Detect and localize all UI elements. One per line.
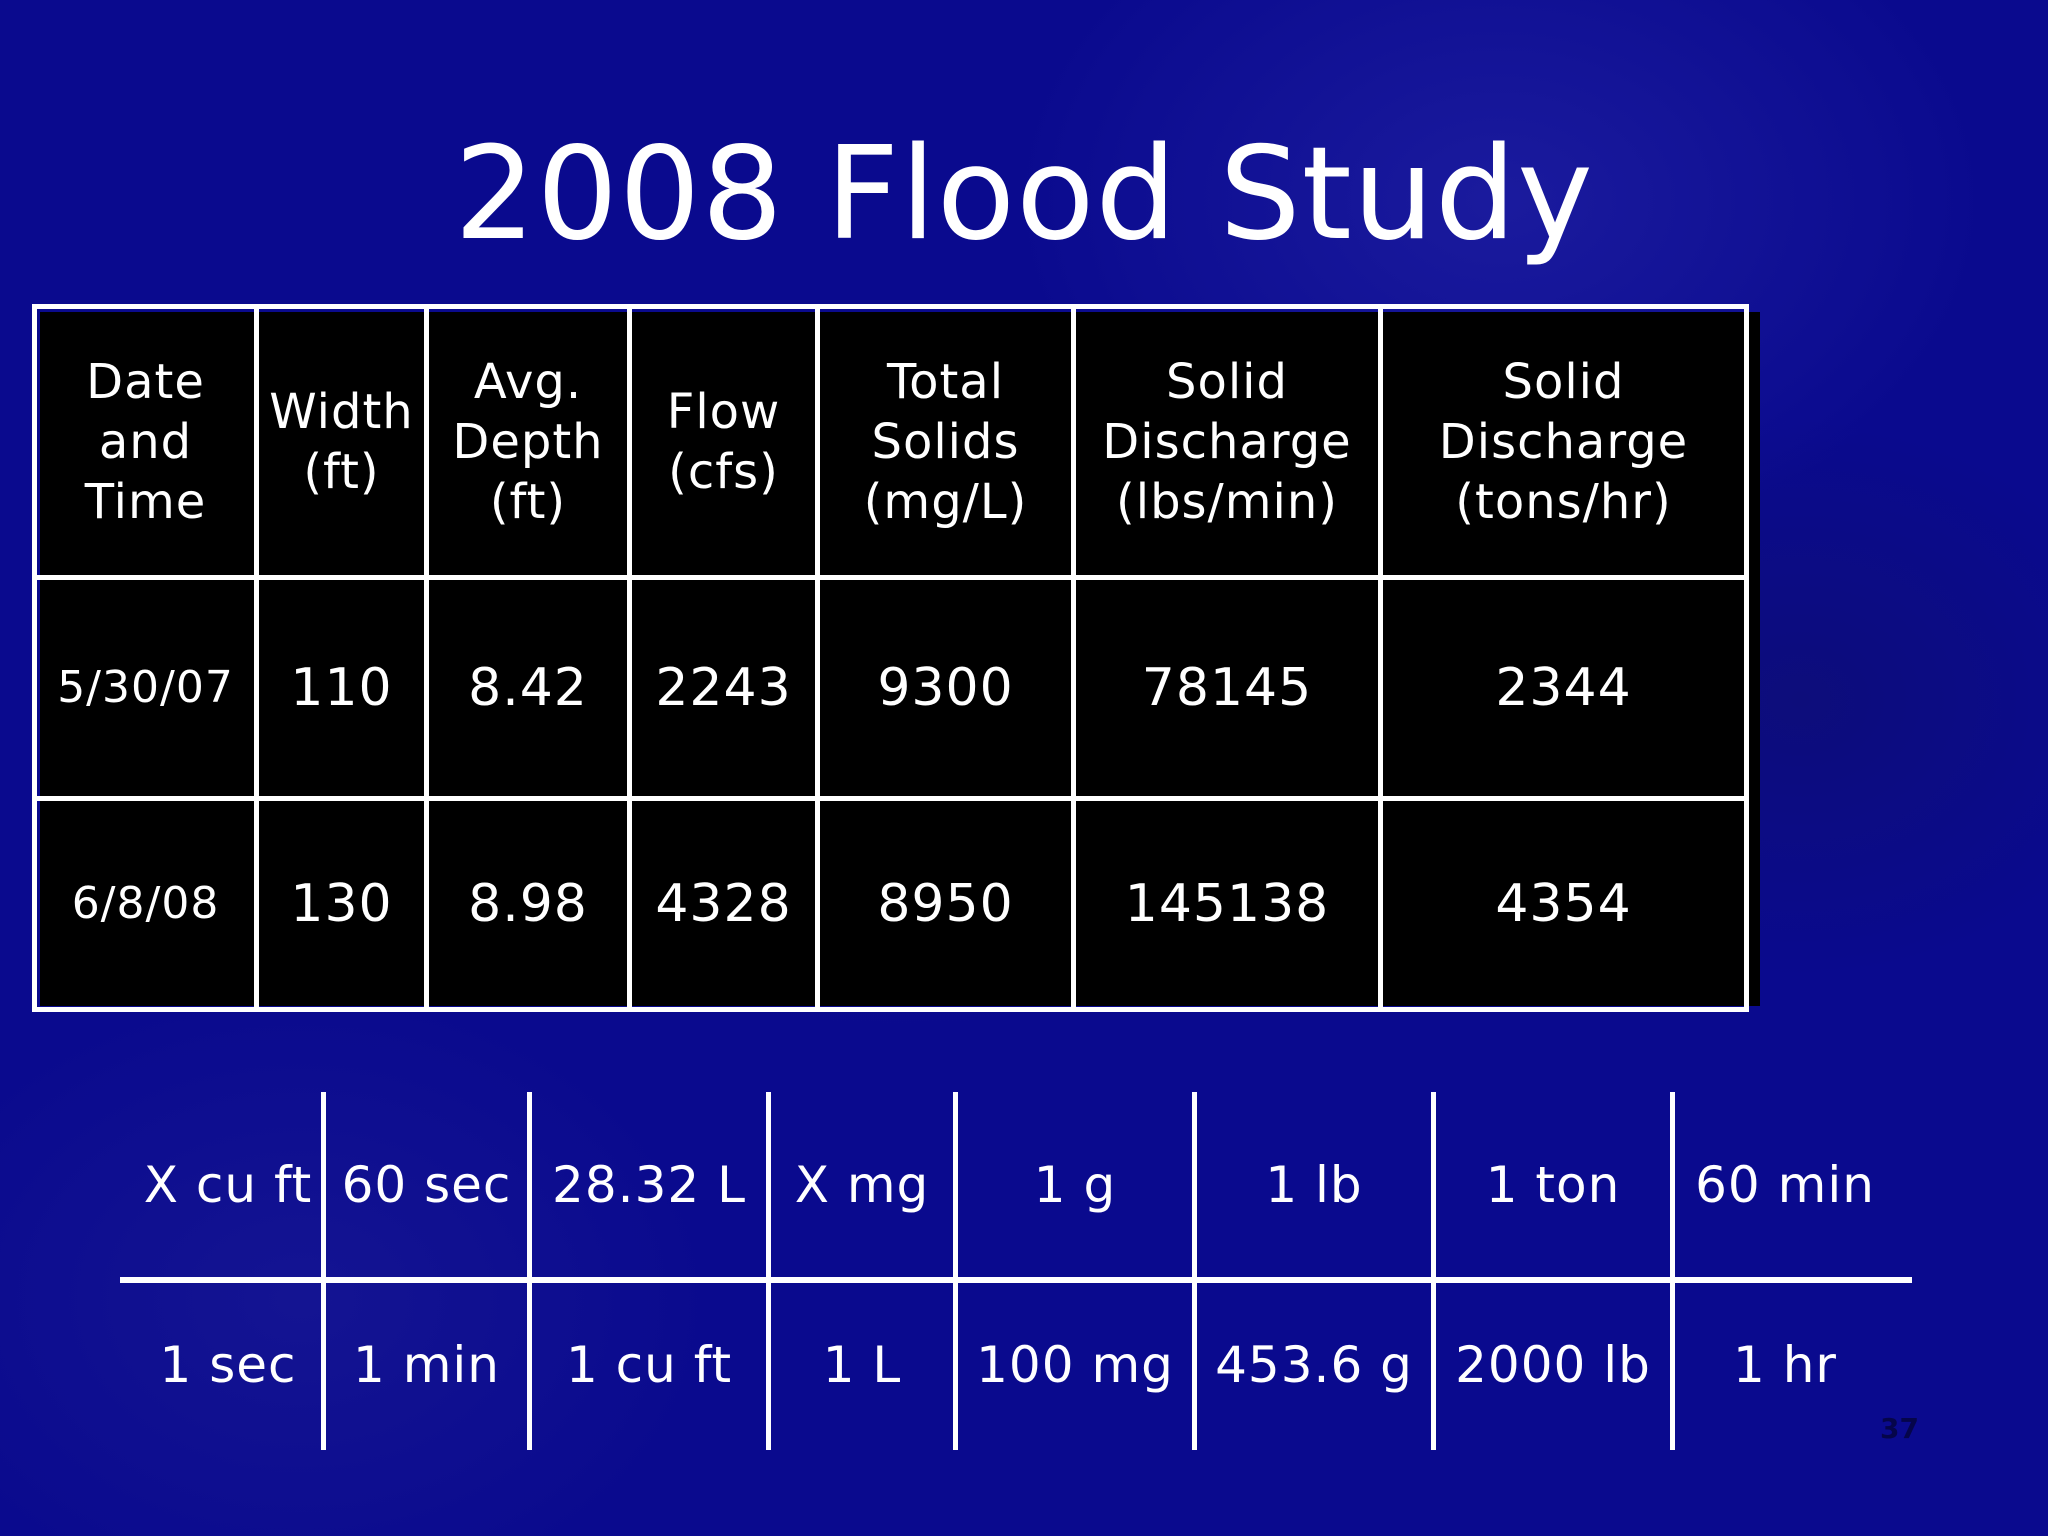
- conversion-numerator: 1 ton: [1485, 1156, 1621, 1214]
- header-line: Solid: [1502, 354, 1625, 410]
- column-divider: [1192, 1092, 1197, 1450]
- table-cell: 9300: [815, 575, 1076, 801]
- conversion-denominator: 1 sec: [159, 1336, 297, 1394]
- header-avg-depth: Avg. Depth (ft): [424, 304, 632, 580]
- header-solid-discharge-tons: Solid Discharge (tons/hr): [1378, 304, 1749, 580]
- table-cell: 110: [254, 575, 429, 801]
- fraction-bar: [120, 1277, 1912, 1283]
- header-line: Solids: [871, 414, 1020, 470]
- header-line: Total: [886, 354, 1005, 410]
- table-cell: 6/8/08: [32, 796, 259, 1012]
- flood-data-table: Date and Time Width (ft) Avg. Depth (ft)…: [32, 304, 1749, 1012]
- table-cell: 130: [254, 796, 429, 1012]
- header-line: Depth: [452, 414, 604, 470]
- header-line: Solid: [1166, 354, 1288, 410]
- header-line: Width: [269, 384, 414, 440]
- header-line: Discharge: [1438, 414, 1689, 470]
- column-divider: [527, 1092, 532, 1450]
- conversion-numerator: X cu ft: [143, 1156, 313, 1214]
- conversion-denominator: 2000 lb: [1455, 1336, 1651, 1394]
- header-line: (lbs/min): [1116, 474, 1338, 530]
- conversion-denominator: 453.6 g: [1215, 1336, 1413, 1394]
- conversion-numerator: 1 g: [1033, 1156, 1117, 1214]
- conversion-numerator: X mg: [794, 1156, 930, 1214]
- conversion-denominator: 1 cu ft: [565, 1336, 733, 1394]
- header-line: (cfs): [668, 444, 779, 500]
- table-row: 5/30/07 110 8.42 2243 9300 78145 2344: [32, 575, 1749, 801]
- header-line: (tons/hr): [1455, 474, 1672, 530]
- table-cell: 5/30/07: [32, 575, 259, 801]
- conversion-numerator: 60 sec: [341, 1156, 512, 1214]
- table-cell: 2243: [627, 575, 820, 801]
- conversion-denominator: 1 L: [822, 1336, 902, 1394]
- table-cell: 4354: [1378, 796, 1749, 1012]
- conversion-numerator: 60 min: [1695, 1156, 1875, 1214]
- header-line: Date: [86, 354, 205, 410]
- header-line: (ft): [303, 444, 380, 500]
- table-cell: 78145: [1071, 575, 1383, 801]
- table-row: 6/8/08 130 8.98 4328 8950 145138 4354: [32, 796, 1749, 1012]
- table-cell: 4328: [627, 796, 820, 1012]
- slide-number: 37: [1880, 1412, 1919, 1445]
- conversion-denominator: 1 hr: [1733, 1336, 1837, 1394]
- conversion-numerator: 1 lb: [1265, 1156, 1363, 1214]
- header-line: Flow: [666, 384, 781, 440]
- table-cell: 2344: [1378, 575, 1749, 801]
- conversion-numerator: 28.32 L: [552, 1156, 746, 1214]
- header-line: and: [98, 414, 193, 470]
- header-solid-discharge-lbs: Solid Discharge (lbs/min): [1071, 304, 1383, 580]
- table-cell: 8.98: [424, 796, 632, 1012]
- header-line: Time: [84, 474, 207, 530]
- table-header-row: Date and Time Width (ft) Avg. Depth (ft)…: [32, 304, 1749, 580]
- table-cell: 145138: [1071, 796, 1383, 1012]
- slide-title: 2008 Flood Study: [454, 120, 1594, 269]
- header-date-time: Date and Time: [32, 304, 259, 580]
- header-line: Avg.: [473, 354, 583, 410]
- header-width: Width (ft): [254, 304, 429, 580]
- header-line: Discharge: [1102, 414, 1352, 470]
- column-divider: [321, 1092, 326, 1450]
- conversion-denominator: 100 mg: [976, 1336, 1174, 1394]
- table-cell: 8.42: [424, 575, 632, 801]
- header-total-solids: Total Solids (mg/L): [815, 304, 1076, 580]
- column-divider: [1670, 1092, 1675, 1450]
- header-line: (mg/L): [863, 474, 1028, 530]
- table-cell: 8950: [815, 796, 1076, 1012]
- column-divider: [1431, 1092, 1436, 1450]
- conversion-denominator: 1 min: [353, 1336, 500, 1394]
- column-divider: [766, 1092, 771, 1450]
- column-divider: [953, 1092, 958, 1450]
- header-line: (ft): [489, 474, 567, 530]
- header-flow: Flow (cfs): [627, 304, 820, 580]
